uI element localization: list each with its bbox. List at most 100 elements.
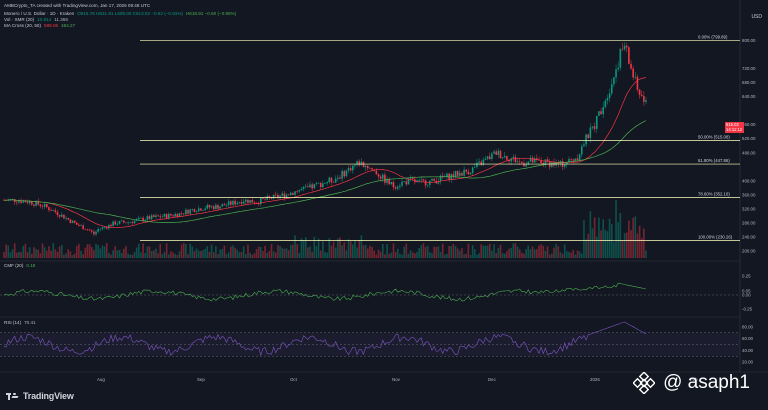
candle-body (78, 224, 80, 226)
candle-body (123, 220, 125, 223)
candle-body (461, 172, 463, 176)
candle-body (431, 178, 433, 181)
candle-body (193, 209, 196, 212)
candle-body (82, 225, 84, 230)
volume-bar (163, 252, 166, 258)
candle-body (210, 206, 213, 208)
tradingview-logo[interactable]: TradingView (6, 391, 74, 401)
candle-body (204, 208, 206, 211)
volume-bar (262, 251, 264, 258)
volume-bar (636, 233, 639, 258)
candle-body (313, 184, 316, 189)
volume-bar (58, 246, 61, 258)
cmf-line (3, 282, 647, 302)
volume-bar (215, 246, 217, 258)
volume-bar (638, 225, 641, 258)
candle-body (525, 164, 527, 167)
volume-bar (407, 253, 410, 258)
candle-body (563, 164, 566, 167)
volume-bar (120, 253, 123, 258)
volume-bar (189, 243, 191, 258)
volume-bar (236, 249, 239, 258)
volume-bar (80, 250, 82, 258)
candle-body (20, 200, 22, 203)
fibonacci-retracement[interactable]: 0.00% (799.89) 50.00% (515.08) 61.80% (447… (140, 35, 740, 241)
volume-bar (555, 243, 557, 258)
volume-bar (88, 244, 91, 258)
legend-symbol[interactable]: Monero / U.S. Dollar · 1D · Kraken O615.… (4, 11, 236, 16)
volume-bar (518, 249, 521, 258)
legend-ma-cross[interactable]: MA Cross (20, 50) 589.06 484.27 (4, 23, 75, 28)
candle-body (634, 76, 637, 78)
volume-bar (75, 245, 78, 258)
volume-bar (270, 243, 273, 258)
fib-level-label: 0.00% (799.89) (698, 35, 728, 40)
candle-body (46, 203, 48, 208)
volume-bar (155, 248, 157, 258)
volume-bar (131, 254, 134, 258)
volume-bar (123, 248, 125, 258)
volume-bar (54, 249, 57, 258)
candle-body (328, 177, 331, 183)
candle-body (518, 161, 521, 163)
candle-body (307, 186, 309, 188)
volume-bar (448, 245, 450, 258)
time-axis[interactable]: Aug Sep Oct Nov Dec 2026 Feb (97, 377, 698, 382)
time-axis-tick: 2026 (590, 377, 600, 382)
volume-bar (298, 252, 301, 258)
price-axis[interactable]: 800.00 720.00 680.00 640.00 560.00 520.00 480.… (742, 38, 756, 365)
candle-body (262, 198, 264, 199)
candle-body (195, 211, 198, 212)
legend-volume[interactable]: Vol · XMR (20) 10.814 11.368 (4, 17, 68, 22)
candle-body (640, 94, 643, 97)
candle-body (240, 202, 243, 204)
candle-body (165, 214, 168, 219)
volume-bar (516, 246, 519, 258)
candle-body (386, 178, 388, 183)
volume-bar (148, 246, 151, 258)
candle-body (277, 194, 279, 198)
candle-body (202, 210, 204, 211)
candle-body (272, 194, 275, 199)
volume-bar (150, 250, 153, 258)
volume-bar (583, 220, 585, 258)
volume-bar (300, 238, 303, 258)
legend-rsi[interactable]: RSI (14) 70.41 (4, 320, 36, 325)
candle-body (527, 161, 530, 165)
volume-bar (60, 245, 63, 258)
candle-body (114, 221, 117, 225)
candle-body (39, 204, 42, 207)
candle-body (37, 200, 40, 205)
volume-bar (606, 231, 609, 258)
currency-label[interactable]: USD (751, 14, 762, 20)
volume-bar (317, 238, 320, 258)
candle-body (153, 215, 155, 218)
candle-body (180, 213, 183, 214)
volume-bar (3, 252, 5, 258)
candle-body (170, 213, 172, 216)
candle-body (606, 98, 609, 101)
candle-body (362, 161, 365, 168)
volume-bar (508, 248, 510, 258)
volume-bar (114, 246, 117, 258)
volume-bar (536, 249, 538, 258)
volume-bar (454, 246, 457, 258)
volume-bar (491, 250, 493, 258)
candle-body (630, 63, 632, 69)
candle-body (283, 193, 286, 198)
candle-body (608, 93, 611, 99)
volume-bar (542, 245, 545, 258)
candle-body (174, 214, 176, 217)
volume-bar (69, 251, 72, 258)
rsi-axis-tick: 20.00 (742, 360, 754, 365)
candle-body (304, 186, 307, 188)
candle-body (422, 179, 425, 181)
candle-body (456, 171, 459, 176)
volume-bar (202, 250, 204, 258)
candle-body (480, 161, 483, 166)
candle-body (84, 229, 87, 230)
candle-body (467, 171, 470, 175)
legend-cmf[interactable]: CMF (20) 0.18 (4, 263, 35, 268)
volume-bar (418, 248, 420, 258)
